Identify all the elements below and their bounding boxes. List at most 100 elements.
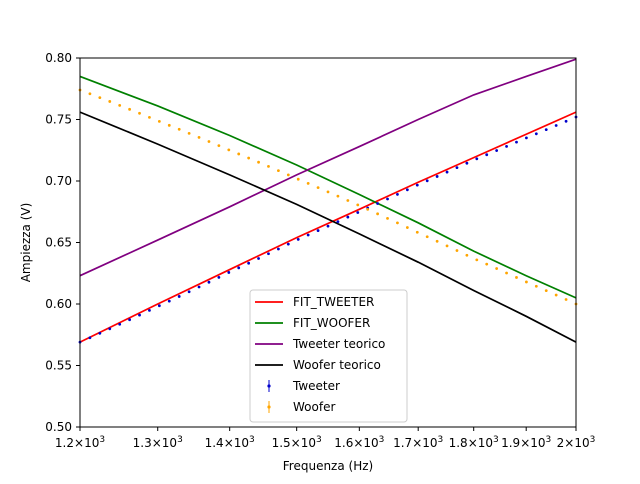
legend-item: FIT_TWEETER (255, 295, 374, 309)
legend: FIT_TWEETER FIT_WOOFER Tweeter teorico Woof… (249, 289, 408, 423)
data-point (118, 103, 122, 107)
legend-item: Woofer teorico (255, 358, 381, 372)
data-point (326, 224, 330, 228)
data-point (98, 96, 102, 99)
data-point (306, 233, 310, 237)
data-point (515, 140, 518, 144)
legend-box (249, 289, 408, 423)
legend-item: Tweeter teorico (255, 337, 385, 351)
data-point (296, 237, 300, 241)
legend-label: Woofer (293, 400, 335, 414)
data-point (237, 152, 241, 156)
series-points (78, 88, 578, 344)
series-line-tweeter-teorico (79, 58, 577, 277)
series-points-tweeter (78, 115, 578, 344)
data-point (475, 157, 479, 161)
data-point (227, 148, 231, 152)
data-point (148, 309, 151, 312)
data-point (167, 123, 171, 127)
y-axis-ticks: 0.50 0.55 0.60 0.65 0.70 0.75 0.80 (45, 51, 80, 434)
data-point (554, 293, 558, 297)
data-point (465, 253, 469, 257)
data-point (148, 115, 151, 119)
x-tick-label: 1.3×103 (133, 435, 183, 450)
data-point (564, 298, 568, 301)
x-tick-label: 1.8×103 (449, 435, 499, 450)
data-point (455, 166, 459, 170)
series-lines (79, 58, 577, 343)
data-point (346, 215, 350, 219)
data-point (108, 100, 112, 103)
data-point (88, 336, 92, 340)
data-point (336, 194, 340, 198)
data-point (138, 313, 141, 317)
data-point (306, 181, 310, 185)
data-point (405, 188, 409, 192)
data-point (534, 132, 538, 136)
legend-label: FIT_WOOFER (293, 316, 370, 330)
data-point (505, 271, 508, 275)
data-point (177, 295, 181, 298)
data-point (326, 190, 330, 194)
x-tick-label: 1.2×103 (55, 435, 105, 450)
data-point (207, 140, 211, 143)
data-point (267, 165, 270, 168)
data-point (217, 144, 221, 148)
data-point (554, 124, 558, 127)
series-line-fit-woofer (79, 75, 577, 299)
data-point (207, 280, 211, 284)
data-point (247, 261, 251, 265)
data-point (316, 186, 320, 189)
series-line-woofer-teorico (79, 111, 577, 343)
data-point (157, 119, 161, 123)
data-point (88, 92, 92, 96)
legend-label: Woofer teorico (293, 358, 381, 372)
legend-item: Woofer (267, 400, 335, 414)
data-point (177, 127, 181, 131)
data-point (296, 177, 300, 181)
x-tick-label: 1.7×103 (393, 435, 443, 450)
data-point (98, 331, 102, 335)
x-tick-label: 1.4×103 (205, 435, 255, 450)
data-point (108, 327, 112, 331)
data-point (167, 299, 171, 303)
data-point (316, 229, 320, 232)
data-point (396, 221, 399, 225)
data-point (138, 111, 141, 115)
data-point (415, 230, 419, 234)
data-point (157, 304, 161, 308)
x-tick-label: 1.6×103 (334, 435, 384, 450)
data-point (237, 266, 241, 270)
data-point (485, 262, 489, 266)
data-point (286, 173, 290, 177)
legend-marker (267, 384, 271, 388)
data-point (217, 275, 221, 279)
data-point (336, 220, 340, 224)
data-point (187, 131, 191, 135)
data-point (425, 179, 429, 183)
data-point (465, 161, 469, 165)
data-point (525, 280, 528, 284)
data-point (435, 239, 439, 243)
x-tick-label: 2×103 (557, 435, 596, 450)
data-point (495, 149, 499, 152)
data-point (534, 284, 538, 288)
data-point (277, 247, 280, 251)
data-point (128, 107, 132, 111)
data-point (247, 156, 251, 160)
legend-label: Tweeter teorico (292, 337, 385, 351)
data-point (227, 271, 231, 274)
data-point (485, 153, 489, 157)
y-tick-label: 0.50 (45, 420, 72, 434)
data-point (376, 202, 379, 205)
data-point (415, 183, 419, 187)
data-point (564, 119, 568, 123)
data-point (525, 136, 528, 140)
x-tick-label: 1.9×103 (501, 435, 551, 450)
data-point (405, 226, 409, 229)
x-axis-label: Frequenza (Hz) (283, 459, 373, 473)
data-point (366, 207, 370, 211)
x-axis-ticks: 1.2×103 1.3×103 1.4×103 1.5×103 1.6×103 1.7×1… (55, 427, 595, 450)
data-point (425, 235, 429, 239)
